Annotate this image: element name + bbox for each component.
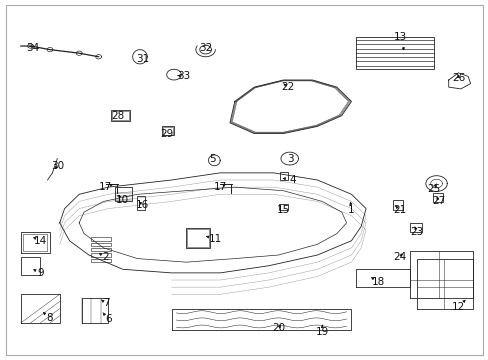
Bar: [409, 223, 421, 232]
Text: 28: 28: [111, 111, 124, 121]
Text: 34: 34: [26, 43, 40, 53]
Text: 10: 10: [115, 195, 128, 204]
Text: 4: 4: [289, 175, 296, 185]
Text: 1: 1: [347, 205, 354, 215]
Text: 17: 17: [99, 182, 112, 192]
Bar: [91, 258, 111, 262]
Bar: [162, 126, 174, 135]
Text: 3: 3: [287, 154, 293, 163]
Text: 25: 25: [427, 184, 440, 194]
Bar: [163, 127, 173, 135]
Text: 24: 24: [393, 252, 406, 262]
Text: 15: 15: [276, 205, 289, 215]
Text: 18: 18: [371, 277, 384, 287]
Text: 6: 6: [105, 314, 111, 324]
Text: 5: 5: [209, 154, 216, 163]
Bar: [432, 193, 442, 202]
Bar: [91, 248, 111, 251]
Bar: [23, 234, 46, 251]
Text: 7: 7: [102, 298, 109, 308]
Bar: [112, 111, 128, 120]
Text: 11: 11: [208, 234, 222, 244]
Bar: [91, 253, 111, 257]
Text: 33: 33: [177, 71, 190, 81]
Text: 17: 17: [213, 182, 226, 192]
Text: 16: 16: [136, 200, 149, 210]
Text: 29: 29: [160, 129, 173, 139]
Text: 21: 21: [393, 205, 406, 215]
Text: 26: 26: [451, 73, 464, 83]
Text: 9: 9: [37, 268, 43, 278]
Bar: [278, 204, 287, 210]
Bar: [392, 200, 403, 210]
Text: 19: 19: [315, 327, 328, 337]
Bar: [91, 237, 111, 241]
Bar: [186, 228, 210, 248]
Text: 12: 12: [451, 302, 464, 312]
Bar: [136, 196, 145, 210]
Bar: [91, 243, 111, 246]
Text: 14: 14: [34, 236, 47, 246]
Text: 8: 8: [46, 312, 53, 323]
Bar: [111, 111, 130, 121]
Text: 2: 2: [102, 252, 109, 262]
Text: 22: 22: [281, 82, 294, 92]
Text: 31: 31: [136, 54, 149, 64]
Text: 23: 23: [409, 227, 423, 237]
Bar: [21, 257, 40, 275]
Bar: [187, 229, 209, 247]
Bar: [356, 37, 433, 69]
Bar: [279, 172, 287, 180]
Bar: [115, 187, 131, 202]
Text: 32: 32: [199, 43, 212, 53]
Text: 13: 13: [393, 32, 406, 42]
Text: 27: 27: [431, 197, 445, 206]
Text: 20: 20: [271, 323, 285, 333]
Text: 30: 30: [51, 161, 64, 171]
